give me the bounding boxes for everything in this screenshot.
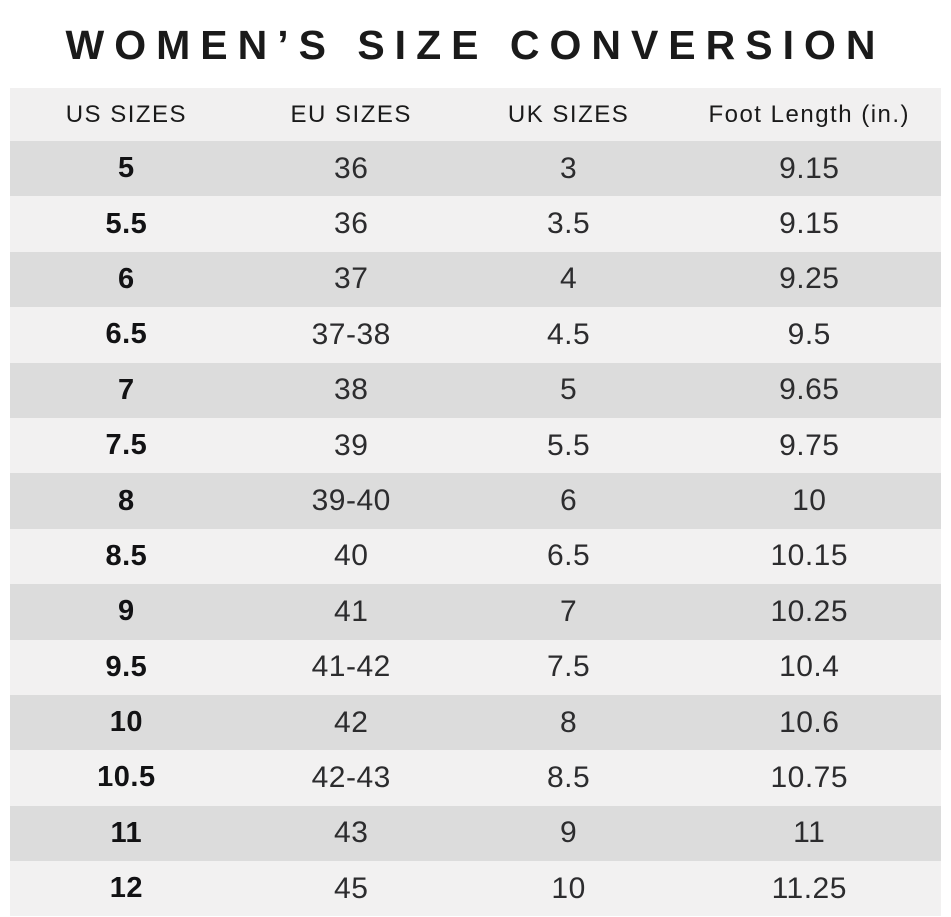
foot-length-cell: 9.75 <box>779 428 840 462</box>
uk-size-cell: 9 <box>560 816 578 850</box>
us-size-cell: 5.5 <box>105 207 148 240</box>
column-header-us-sizes: US SIZES <box>10 88 243 141</box>
us-size-cell: 8.5 <box>105 539 148 572</box>
us-size-cell: 10.5 <box>97 761 156 794</box>
us-size-cell: 9 <box>118 595 135 628</box>
uk-size-cell: 8.5 <box>546 760 591 794</box>
uk-size-cell: 5.5 <box>546 428 591 462</box>
foot-length-cell: 9.65 <box>779 373 840 407</box>
uk-size-cell: 8 <box>560 705 578 739</box>
foot-length-cell: 9.5 <box>787 317 831 351</box>
uk-size-cell: 6.5 <box>546 539 591 573</box>
us-size-cell: 11 <box>110 816 143 849</box>
table-row: 9 41 7 10.25 <box>10 584 941 640</box>
foot-length-cell: 9.15 <box>779 207 840 241</box>
uk-size-cell: 3.5 <box>546 207 591 241</box>
table-row: 10 42 8 10.6 <box>10 694 941 751</box>
table-row: 10.5 42-43 8.5 10.75 <box>10 750 941 806</box>
table-row: 9.5 41-42 7.5 10.4 <box>10 639 941 695</box>
column-header-eu-sizes: EU SIZES <box>242 88 460 141</box>
us-size-cell: 6 <box>118 262 135 295</box>
foot-length-cell: 10.15 <box>770 539 849 573</box>
uk-size-cell: 4.5 <box>546 317 591 351</box>
table-row: 5 36 3 9.15 <box>10 141 941 197</box>
uk-size-cell: 10 <box>551 871 586 905</box>
uk-size-cell: 4 <box>560 262 578 296</box>
eu-size-cell: 40 <box>334 539 369 573</box>
eu-size-cell: 42 <box>334 705 369 739</box>
eu-size-cell: 39 <box>334 428 369 462</box>
table-row: 8 39-40 6 10 <box>10 473 941 529</box>
eu-size-cell: 39-40 <box>311 484 391 518</box>
uk-size-cell: 5 <box>560 373 578 407</box>
table-header-row: US SIZES EU SIZES UK SIZES Foot Length (… <box>10 88 941 141</box>
table-row: 6.5 37-38 4.5 9.5 <box>10 307 941 363</box>
eu-size-cell: 41 <box>334 594 369 628</box>
foot-length-cell: 10.6 <box>779 705 840 739</box>
foot-length-cell: 9.25 <box>779 262 840 296</box>
foot-length-cell: 10.25 <box>770 594 849 628</box>
table-row: 12 45 10 11.25 <box>10 861 941 917</box>
table-row: 11 43 9 11 <box>10 805 941 862</box>
table-row: 5.5 36 3.5 9.15 <box>10 196 941 252</box>
eu-size-cell: 45 <box>334 871 369 905</box>
foot-length-cell: 10.4 <box>779 650 840 684</box>
column-header-foot-length: Foot Length (in.) <box>677 88 941 141</box>
foot-length-cell: 10.75 <box>770 760 849 794</box>
table-row: 6 37 4 9.25 <box>10 251 941 308</box>
eu-size-cell: 38 <box>334 373 369 407</box>
us-size-cell: 7 <box>118 373 135 406</box>
uk-size-cell: 3 <box>560 151 578 185</box>
column-header-uk-sizes: UK SIZES <box>459 88 678 141</box>
us-size-cell: 10 <box>109 706 143 739</box>
page-title: WOMEN’S SIZE CONVERSION <box>65 21 886 68</box>
foot-length-cell: 11.25 <box>771 871 847 905</box>
foot-length-cell: 11 <box>793 816 826 850</box>
table-row: 7 38 5 9.65 <box>10 362 941 418</box>
eu-size-cell: 37 <box>334 262 369 296</box>
uk-size-cell: 7 <box>560 594 578 628</box>
size-conversion-table: US SIZES EU SIZES UK SIZES Foot Length (… <box>10 88 941 917</box>
uk-size-cell: 6 <box>560 484 578 518</box>
eu-size-cell: 42-43 <box>311 760 391 794</box>
foot-length-cell: 9.15 <box>779 151 840 185</box>
foot-length-cell: 10 <box>792 484 827 518</box>
eu-size-cell: 37-38 <box>311 317 391 351</box>
eu-size-cell: 43 <box>334 816 369 850</box>
us-size-cell: 8 <box>118 484 135 517</box>
eu-size-cell: 36 <box>334 207 369 241</box>
us-size-cell: 7.5 <box>105 429 148 462</box>
us-size-cell: 5 <box>118 152 135 185</box>
eu-size-cell: 36 <box>334 151 369 185</box>
table-row: 8.5 40 6.5 10.15 <box>10 528 941 585</box>
us-size-cell: 6.5 <box>105 318 148 351</box>
table-row: 7.5 39 5.5 9.75 <box>10 417 941 474</box>
uk-size-cell: 7.5 <box>546 650 591 684</box>
us-size-cell: 9.5 <box>105 650 148 683</box>
us-size-cell: 12 <box>109 872 143 905</box>
eu-size-cell: 41-42 <box>311 650 391 684</box>
